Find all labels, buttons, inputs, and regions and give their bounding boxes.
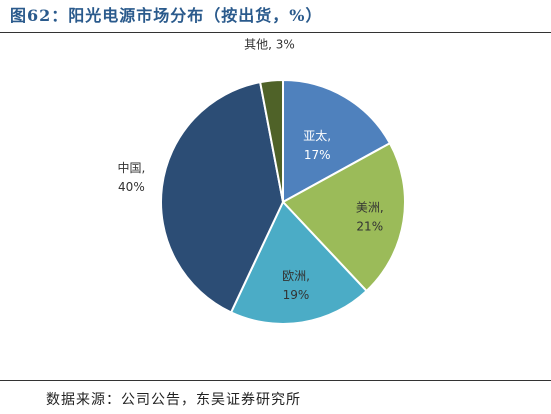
data-source: 数据来源：公司公告，东吴证券研究所 — [46, 392, 301, 408]
pie-slice-2 — [281, 141, 406, 293]
chart-title: 图62：阳光电源市场分布（按出货，%） — [10, 6, 323, 25]
slice-value-4: 40% — [118, 180, 145, 194]
slice-name-1: 亚太, — [303, 128, 331, 143]
pie-slice-1 — [282, 78, 392, 204]
pie-slice-5 — [258, 78, 284, 203]
slice-name-4: 中国, — [117, 160, 145, 175]
slice-label-2: 美洲, 21% — [356, 201, 384, 234]
slice-label-4: 中国, 40% — [117, 160, 145, 194]
slice-label-1: 亚太, 17% — [303, 128, 331, 162]
pie-slice-3 — [229, 200, 368, 325]
slice-value-2: 21% — [356, 220, 383, 234]
pie-slice-4 — [160, 80, 285, 314]
pie-slices — [160, 78, 406, 325]
pie-chart: 亚太, 17% 美洲, 21% 欧洲, 19% 中国, 40% 其他, 3% — [117, 38, 406, 325]
slice-name-3: 欧洲, — [282, 269, 310, 283]
slice-label-3: 欧洲, 19% — [282, 269, 310, 302]
top-rule — [0, 32, 551, 33]
slice-value-1: 17% — [304, 148, 331, 162]
pie-labels: 亚太, 17% 美洲, 21% 欧洲, 19% 中国, 40% 其他, 3% — [117, 38, 383, 302]
slice-name-2: 美洲, — [356, 201, 384, 215]
bottom-rule — [0, 380, 551, 381]
slice-label-5: 其他, 3% — [244, 38, 295, 52]
slice-value-3: 19% — [283, 288, 310, 302]
